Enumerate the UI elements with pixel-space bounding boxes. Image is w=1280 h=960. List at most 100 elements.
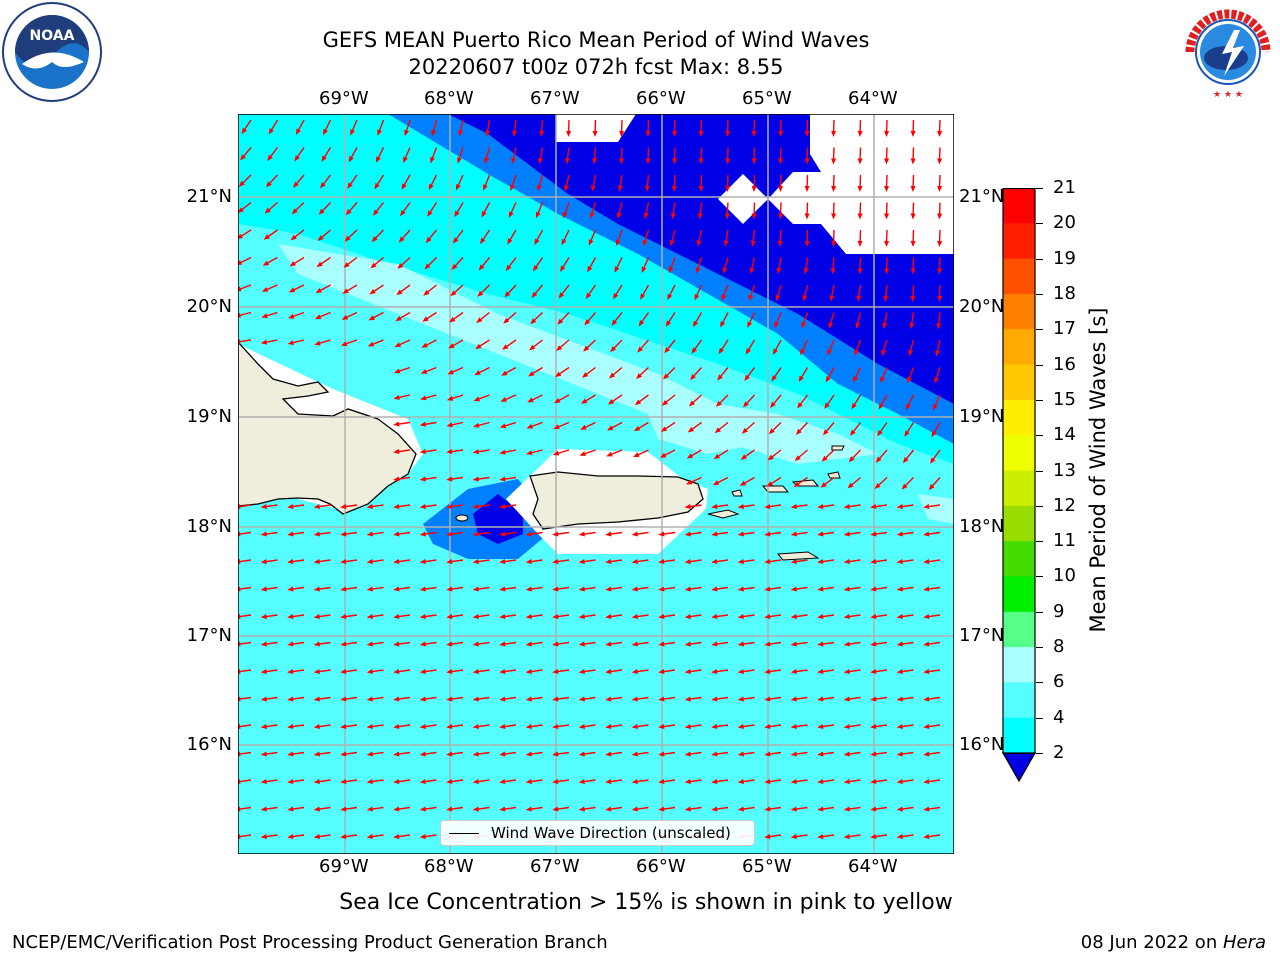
wind-wave-arrow — [238, 201, 252, 213]
wind-wave-arrow — [896, 779, 914, 785]
wind-wave-arrow — [448, 339, 464, 349]
sea-ice-caption: Sea Ice Concentration > 15% is shown in … — [339, 890, 953, 915]
wind-wave-arrow — [631, 614, 649, 620]
wind-wave-arrow — [419, 779, 437, 785]
wind-wave-arrow — [589, 202, 597, 219]
wind-wave-arrow — [419, 559, 437, 565]
wind-wave-arrow — [536, 174, 544, 192]
wind-wave-arrow — [640, 284, 650, 300]
wind-wave-arrow — [723, 229, 729, 247]
wind-wave-arrow — [831, 202, 837, 220]
wind-wave-arrow — [605, 669, 623, 675]
wind-wave-arrow — [472, 559, 490, 565]
wind-wave-arrow — [923, 586, 941, 592]
wind-wave-arrow — [718, 339, 729, 355]
wind-wave-arrow — [663, 367, 676, 380]
wind-wave-arrow — [526, 421, 543, 429]
wind-wave-arrow — [446, 586, 464, 592]
wind-wave-arrow — [790, 779, 808, 785]
wind-wave-arrow — [631, 669, 649, 675]
wind-wave-arrow — [605, 806, 623, 812]
wind-wave-arrow — [552, 669, 570, 675]
wind-wave-arrow — [615, 229, 623, 246]
wind-wave-arrow — [684, 531, 702, 537]
wind-wave-arrow — [896, 641, 914, 647]
wind-wave-arrow — [817, 779, 835, 785]
wind-wave-arrow — [910, 119, 916, 137]
wind-wave-arrow — [552, 751, 570, 757]
wind-wave-arrow — [850, 422, 862, 436]
colorbar-band — [1003, 717, 1035, 754]
wind-wave-arrow — [499, 559, 517, 565]
wind-wave-arrow — [937, 119, 943, 137]
wind-wave-arrow — [817, 669, 835, 675]
wind-wave-arrow — [532, 257, 544, 272]
footer-date: 08 Jun 2022 on Hera — [1081, 932, 1266, 953]
wind-wave-arrow — [923, 724, 941, 730]
land-puerto-rico — [529, 471, 704, 530]
wind-wave-arrow — [366, 834, 384, 840]
wind-wave-arrow — [737, 559, 755, 565]
wind-wave-arrow — [790, 806, 808, 812]
colorbar-band — [1003, 399, 1035, 436]
wind-wave-arrow — [499, 779, 517, 785]
wind-wave-arrow — [370, 256, 384, 269]
wind-wave-arrow — [764, 586, 782, 592]
wind-wave-arrow — [565, 147, 570, 165]
wind-wave-arrow — [472, 641, 490, 647]
legend-label: Wind Wave Direction (unscaled) — [491, 824, 731, 842]
wind-wave-arrow — [371, 229, 384, 243]
wind-wave-arrow — [778, 119, 784, 137]
wind-wave-arrow — [711, 806, 729, 812]
wind-wave-arrow — [552, 531, 570, 537]
wind-wave-arrow — [317, 229, 331, 241]
wind-wave-arrow — [801, 312, 809, 329]
lat-tick-right: 21°N — [959, 186, 1005, 207]
wind-wave-arrow — [778, 174, 784, 192]
wind-wave-arrow — [525, 559, 543, 565]
wind-wave-arrow — [874, 476, 888, 490]
wind-wave-arrow — [294, 147, 305, 162]
wind-wave-arrow — [313, 696, 331, 702]
wind-wave-arrow — [775, 284, 782, 302]
wind-wave-arrow — [472, 779, 490, 785]
wind-wave-arrow — [428, 174, 438, 191]
wind-wave-arrow — [289, 256, 305, 267]
wind-wave-arrow — [712, 476, 729, 486]
wind-wave-arrow — [684, 669, 702, 675]
wind-wave-arrow — [287, 531, 305, 537]
land-st-croix — [776, 551, 820, 561]
wind-wave-arrow — [884, 257, 890, 275]
noaa-logo: NOAA — [2, 2, 102, 102]
wind-wave-arrow — [367, 339, 384, 347]
wind-wave-arrow — [499, 696, 517, 702]
wind-wave-arrow — [697, 202, 703, 220]
wind-wave-arrow — [665, 312, 676, 327]
wind-wave-arrow — [605, 724, 623, 730]
wind-wave-arrow — [685, 476, 702, 485]
wind-wave-arrow — [896, 806, 914, 812]
wind-wave-arrow — [404, 119, 411, 137]
wind-wave-arrow — [502, 339, 517, 350]
wind-wave-arrow — [340, 779, 358, 785]
wind-wave-arrow — [770, 394, 782, 408]
wind-wave-arrow — [910, 229, 916, 247]
wind-wave-arrow — [737, 669, 755, 675]
wind-wave-arrow — [658, 696, 676, 702]
wind-wave-arrow — [472, 531, 490, 537]
wind-wave-arrow — [446, 641, 464, 647]
wind-wave-arrow — [631, 641, 649, 647]
wind-wave-arrow — [884, 147, 890, 165]
wind-wave-arrow — [684, 504, 702, 510]
wind-wave-arrow — [511, 147, 517, 165]
wind-wave-arrow — [340, 806, 358, 812]
colorbar-tick-label: 21 — [1053, 177, 1076, 198]
wind-wave-arrow — [526, 449, 543, 456]
colorbar-band — [1003, 682, 1035, 719]
wind-wave-arrow — [318, 202, 332, 215]
wind-wave-arrow — [538, 147, 544, 165]
wind-wave-arrow — [340, 339, 358, 346]
wind-wave-arrow — [473, 421, 490, 428]
wind-wave-arrow — [711, 669, 729, 675]
wind-wave-arrow — [670, 202, 676, 220]
